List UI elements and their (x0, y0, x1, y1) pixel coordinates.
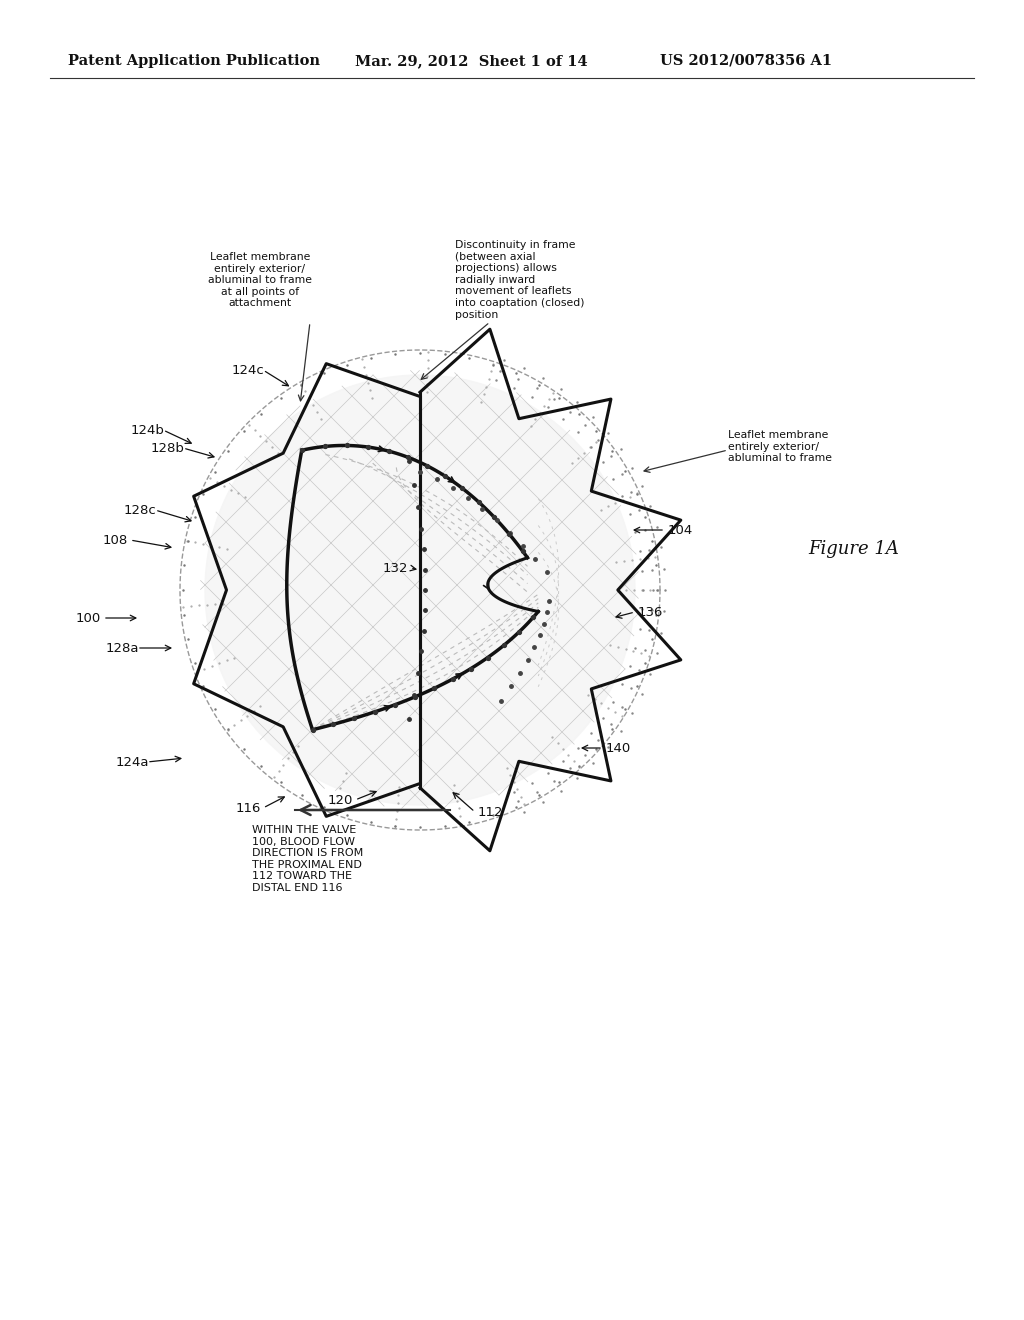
Text: 112: 112 (477, 805, 503, 818)
Text: 140: 140 (605, 742, 631, 755)
Text: 128a: 128a (105, 642, 138, 655)
Text: WITHIN THE VALVE
100, BLOOD FLOW
DIRECTION IS FROM
THE PROXIMAL END
112 TOWARD T: WITHIN THE VALVE 100, BLOOD FLOW DIRECTI… (252, 825, 364, 894)
Text: Mar. 29, 2012  Sheet 1 of 14: Mar. 29, 2012 Sheet 1 of 14 (355, 54, 588, 69)
Text: Leaflet membrane
entirely exterior/
abluminal to frame: Leaflet membrane entirely exterior/ ablu… (728, 430, 831, 463)
Text: 116: 116 (236, 801, 261, 814)
Text: 136: 136 (637, 606, 663, 619)
Text: 132: 132 (382, 561, 408, 574)
Text: 128c: 128c (124, 503, 157, 516)
Text: 128b: 128b (152, 441, 185, 454)
Text: 124b: 124b (131, 424, 165, 437)
Text: Discontinuity in frame
(between axial
projections) allows
radially inward
moveme: Discontinuity in frame (between axial pr… (455, 240, 585, 319)
Text: 124c: 124c (231, 363, 264, 376)
Text: 100: 100 (76, 611, 100, 624)
Text: Patent Application Publication: Patent Application Publication (68, 54, 319, 69)
Polygon shape (205, 375, 635, 805)
Text: 120: 120 (328, 793, 352, 807)
Text: 108: 108 (102, 533, 128, 546)
Text: US 2012/0078356 A1: US 2012/0078356 A1 (660, 54, 833, 69)
Text: 104: 104 (668, 524, 692, 536)
Text: Figure 1A: Figure 1A (808, 540, 899, 558)
Text: 124a: 124a (116, 755, 148, 768)
Text: Leaflet membrane
entirely exterior/
abluminal to frame
at all points of
attachme: Leaflet membrane entirely exterior/ ablu… (208, 252, 312, 309)
